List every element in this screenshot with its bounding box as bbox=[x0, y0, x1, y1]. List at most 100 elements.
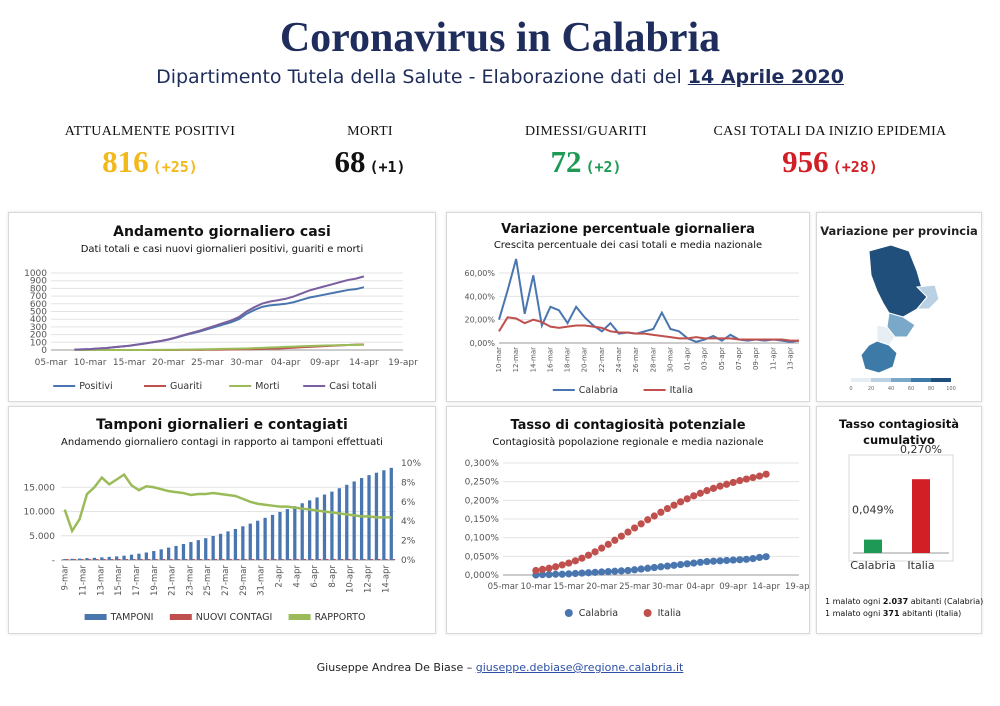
data-point bbox=[755, 553, 764, 562]
chart-tasso-cumulativo: Tasso contagiosità cumulativo 0,049% Calabr… bbox=[839, 417, 959, 572]
contagi-bar bbox=[385, 559, 388, 560]
footer-email-link[interactable]: giuseppe.debiase@regione.calabria.it bbox=[475, 661, 684, 674]
data-point bbox=[644, 564, 652, 572]
subtitle-date: 14 Aprile 2020 bbox=[687, 66, 844, 88]
chart-title: Tasso contagiosità bbox=[839, 417, 959, 431]
tamponi-bar bbox=[256, 520, 260, 560]
note-number: 2.037 bbox=[882, 597, 909, 606]
data-point bbox=[670, 501, 678, 509]
data-point bbox=[644, 516, 652, 524]
legend-marker bbox=[564, 609, 573, 617]
x-tick-label: 4-apr bbox=[292, 564, 302, 587]
y-tick-label-right: 0% bbox=[401, 556, 416, 566]
tamponi-bar bbox=[300, 503, 304, 560]
legend-label: NUOVI CONTAGI bbox=[196, 612, 272, 623]
contagi-bar bbox=[81, 559, 84, 560]
x-tick-label: 05-mar bbox=[488, 582, 519, 592]
data-point bbox=[591, 548, 599, 556]
x-tick-label: 2-apr bbox=[274, 564, 284, 587]
legend-label: Morti bbox=[255, 381, 279, 392]
data-point bbox=[604, 568, 612, 576]
x-tick-label: Calabria bbox=[850, 559, 896, 572]
data-point bbox=[677, 498, 685, 506]
x-tick-label: 28-mar bbox=[649, 347, 657, 373]
color-scale-swatch bbox=[871, 378, 891, 382]
x-tick-label: 25-mar bbox=[191, 358, 224, 368]
map-variazione-provincia: Variazione per provincia 0 20 40 60 80 100 bbox=[820, 224, 978, 392]
province-reggio-calabria bbox=[860, 340, 898, 374]
tamponi-bar bbox=[315, 497, 319, 560]
legend-label: Italia bbox=[670, 385, 693, 396]
data-point bbox=[571, 569, 579, 578]
note-number: 371 bbox=[882, 609, 900, 618]
footer-author: Giuseppe Andrea De Biase – bbox=[316, 661, 473, 674]
data-point bbox=[709, 557, 718, 565]
data-point bbox=[696, 558, 704, 566]
data-label: 0,270% bbox=[900, 443, 942, 456]
chart-subtitle: Dati totali e casi nuovi giornalieri pos… bbox=[81, 244, 364, 255]
data-point bbox=[630, 524, 639, 532]
note-text: abitanti (Calabria) bbox=[910, 597, 984, 606]
legend-marker bbox=[643, 609, 652, 617]
x-tick-label: 12-mar bbox=[512, 347, 520, 373]
panel-variazione-provincia: Variazione per provincia 0 20 40 60 80 100 bbox=[816, 212, 982, 402]
chart-subtitle: Andamendo giornaliero contagi in rapport… bbox=[61, 437, 383, 448]
x-tick-label: 14-apr bbox=[349, 358, 379, 368]
x-tick-label: 05-mar bbox=[35, 358, 68, 368]
x-tick-label: 21-mar bbox=[168, 565, 178, 596]
data-point bbox=[630, 566, 639, 574]
contagi-bar bbox=[340, 559, 344, 560]
x-tick-label: 31-mar bbox=[257, 565, 267, 596]
bar-italia bbox=[912, 479, 930, 553]
note-italia: 1 malato ogni 371 abitanti (Italia) bbox=[825, 609, 961, 618]
data-point bbox=[749, 473, 757, 482]
data-point bbox=[558, 570, 566, 578]
tamponi-bar bbox=[144, 552, 148, 560]
y-tick-label: 1000 bbox=[24, 269, 47, 279]
x-tick-label: 12-apr bbox=[364, 564, 374, 592]
color-scale-swatch bbox=[851, 378, 871, 382]
legend-marker bbox=[288, 614, 311, 620]
x-tick-label: 10-mar bbox=[520, 582, 551, 592]
chart-tasso-contagiosita: Tasso di contagiosità potenziale Contagio… bbox=[465, 418, 809, 619]
contagi-bar bbox=[66, 559, 69, 560]
x-tick-label: 30-mar bbox=[666, 347, 674, 373]
contagi-bar bbox=[378, 559, 381, 560]
footer: Giuseppe Andrea De Biase – giuseppe.debi… bbox=[0, 661, 1000, 674]
contagi-bar bbox=[162, 559, 166, 560]
data-point bbox=[716, 482, 724, 490]
contagi-bar bbox=[303, 559, 307, 560]
contagi-bar bbox=[296, 559, 299, 560]
contagi-bar bbox=[355, 559, 359, 560]
x-tick-label: 18-mar bbox=[564, 347, 572, 373]
data-point bbox=[617, 567, 625, 575]
y-tick-label: 400 bbox=[30, 315, 47, 325]
y-tick-label: 600 bbox=[30, 300, 47, 310]
contagi-bar bbox=[289, 559, 292, 560]
contagi-bar bbox=[318, 559, 321, 560]
contagi-bar bbox=[281, 559, 284, 560]
data-point bbox=[742, 555, 750, 563]
series-line bbox=[498, 258, 800, 343]
tamponi-bar bbox=[174, 545, 178, 560]
data-point bbox=[723, 556, 731, 565]
color-scale-swatch bbox=[931, 378, 951, 382]
plot-frame bbox=[848, 454, 954, 562]
color-scale-label: 40 bbox=[888, 386, 894, 392]
kpi-number: 956 bbox=[782, 144, 829, 179]
legend-label: Calabria bbox=[579, 608, 618, 619]
color-scale-label: 0 bbox=[849, 386, 852, 392]
y-tick-label: 60,00% bbox=[464, 269, 495, 278]
series-line bbox=[498, 316, 799, 342]
color-scale-label: 60 bbox=[908, 386, 914, 392]
contagi-bar bbox=[192, 559, 195, 560]
data-point bbox=[703, 487, 711, 495]
province-cosenza bbox=[868, 244, 928, 318]
data-point bbox=[552, 570, 560, 578]
y-tick-label-right: 2% bbox=[401, 537, 416, 547]
kpi-delta: (+2) bbox=[585, 158, 622, 176]
tamponi-bar bbox=[308, 500, 312, 560]
data-point bbox=[696, 489, 704, 497]
data-point bbox=[558, 561, 566, 569]
tamponi-bar bbox=[241, 526, 245, 560]
